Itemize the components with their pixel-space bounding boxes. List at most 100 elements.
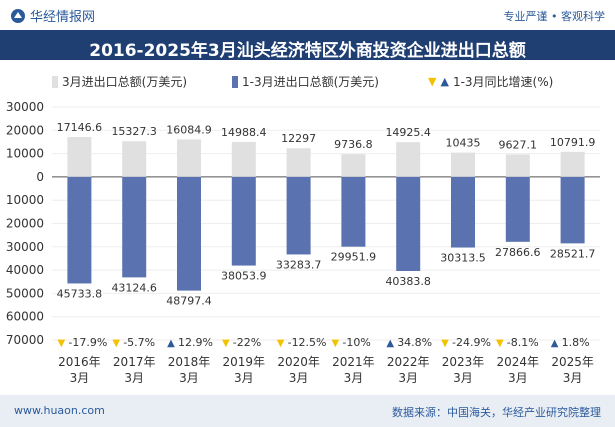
- x-tick-label: 2016年: [58, 355, 101, 369]
- bar-3m: [341, 154, 366, 177]
- value-labels: 17146.6 45733.8 15327.3 43124.6 16084.9 48797…: [57, 121, 596, 308]
- value-label-1-3m: 33283.7: [276, 258, 322, 271]
- chart-area: 30000 20000 10000 0 10000 20000 30000 40000 5000…: [6, 100, 600, 385]
- x-tick-label: 2021年: [332, 355, 375, 369]
- legend-label-3m: 3月进出口总额(万美元): [62, 75, 187, 89]
- value-label-3m: 9627.1: [499, 138, 538, 151]
- x-tick-label: 3月: [289, 371, 309, 385]
- bar-3m: [231, 141, 256, 177]
- bar-3m: [177, 139, 201, 177]
- growth-label: -10%: [342, 336, 370, 349]
- chart-title: 2016-2025年3月汕头经济特区外商投资企业进出口总额: [89, 41, 526, 61]
- x-tick-label: 3月: [508, 371, 528, 385]
- bar-3m: [67, 136, 92, 177]
- x-tick-label: 2023年: [442, 355, 485, 369]
- value-label-3m: 10791.9: [550, 136, 596, 149]
- value-label-1-3m: 43124.6: [111, 281, 157, 294]
- legend-item-3m: 3月进出口总额(万美元): [52, 73, 187, 90]
- bar-3m: [505, 154, 530, 177]
- bar-3m: [560, 151, 585, 177]
- growth-label: -8.1%: [507, 336, 539, 349]
- y-tick-label: 10000: [6, 147, 44, 161]
- value-label-1-3m: 38053.9: [221, 270, 267, 283]
- value-label-1-3m: 30313.5: [440, 252, 486, 265]
- value-label-3m: 9736.8: [334, 138, 373, 151]
- legend-label-1-3m: 1-3月进出口总额(万美元): [242, 75, 379, 89]
- legend-label-growth: 1-3月同比增速(%): [452, 75, 554, 89]
- growth-label: 1.8%: [562, 336, 590, 349]
- x-tick-label: 2019年: [223, 355, 266, 369]
- value-label-3m: 14988.4: [221, 126, 267, 139]
- y-tick-label: 70000: [6, 333, 44, 347]
- value-label-1-3m: 45733.8: [57, 287, 103, 300]
- value-label-3m: 16084.9: [166, 123, 212, 136]
- growth-label: -17.9%: [68, 336, 107, 349]
- footer-source: 数据来源：中国海关，华经产业研究院整理: [392, 406, 601, 419]
- title-bar: [0, 30, 615, 60]
- bar-1-3m: [341, 176, 366, 247]
- y-tick-label: 20000: [6, 123, 44, 137]
- x-tick-label: 2020年: [277, 355, 320, 369]
- brand-name: 华经情报网: [30, 10, 96, 25]
- down-triangle-icon: ▼: [496, 338, 504, 349]
- growth-label: 34.8%: [397, 336, 432, 349]
- bar-1-3m: [560, 176, 585, 244]
- up-triangle-icon: ▲: [167, 338, 175, 349]
- x-axis: 2016年 3月 2017年 3月 2018年 3月 2019年 3月 2020年 3月 2021年…: [58, 355, 594, 385]
- growth-label: -24.9%: [452, 336, 491, 349]
- bar-1-3m: [505, 176, 530, 242]
- y-tick-label: 0: [36, 170, 44, 184]
- bar-1-3m: [396, 176, 421, 271]
- x-tick-label: 2017年: [113, 355, 156, 369]
- x-tick-label: 3月: [124, 371, 144, 385]
- y-tick-label: 20000: [6, 217, 44, 231]
- y-tick-label: 30000: [6, 240, 44, 254]
- footer-bar: [0, 395, 615, 427]
- x-tick-label: 2018年: [168, 355, 211, 369]
- down-triangle-icon: ▼: [428, 75, 437, 88]
- x-tick-label: 3月: [234, 371, 254, 385]
- bars: [67, 136, 585, 291]
- x-tick-label: 3月: [179, 371, 199, 385]
- value-label-1-3m: 29951.9: [331, 251, 377, 264]
- y-tick-label: 60000: [6, 310, 44, 324]
- footer-website[interactable]: www.huaon.com: [14, 404, 105, 417]
- bar-1-3m: [122, 176, 147, 278]
- bar-3m: [451, 152, 475, 177]
- y-tick-label: 50000: [6, 286, 44, 300]
- value-label-1-3m: 28521.7: [550, 247, 596, 260]
- y-axis: 30000 20000 10000 0 10000 20000 30000 40000 5000…: [6, 100, 44, 347]
- x-tick-label: 3月: [70, 371, 90, 385]
- value-label-3m: 17146.6: [57, 121, 103, 134]
- bar-1-3m: [177, 176, 201, 291]
- bar-3m: [396, 142, 421, 177]
- up-triangle-icon: ▲: [551, 338, 559, 349]
- legend-item-1-3m: 1-3月进出口总额(万美元): [232, 73, 379, 90]
- value-label-3m: 12297: [281, 132, 316, 145]
- x-tick-label: 3月: [563, 371, 583, 385]
- top-bar: 华经情报网 专业严谨 • 客观科学: [0, 0, 615, 30]
- bar-3m: [286, 148, 311, 177]
- brand[interactable]: 华经情报网: [10, 6, 95, 25]
- down-triangle-icon: ▼: [277, 338, 285, 349]
- growth-label: -5.7%: [123, 336, 155, 349]
- growth-label: -22%: [233, 336, 261, 349]
- value-label-3m: 10435: [446, 137, 481, 150]
- header-tags: 专业严谨 • 客观科学: [503, 10, 605, 23]
- down-triangle-icon: ▼: [222, 338, 230, 349]
- x-tick-label: 3月: [344, 371, 364, 385]
- down-triangle-icon: ▼: [58, 338, 66, 349]
- y-tick-label: 40000: [6, 263, 44, 277]
- bar-1-3m: [231, 176, 256, 266]
- down-triangle-icon: ▼: [112, 338, 120, 349]
- value-label-3m: 15327.3: [111, 125, 157, 138]
- down-triangle-icon: ▼: [332, 338, 340, 349]
- y-tick-label: 10000: [6, 193, 44, 207]
- value-label-1-3m: 27866.6: [495, 246, 541, 259]
- bar-3m: [122, 141, 147, 177]
- x-tick-label: 2022年: [387, 355, 430, 369]
- value-label-3m: 14925.4: [385, 126, 431, 139]
- growth-label: -12.5%: [288, 336, 327, 349]
- legend-item-growth: ▼ ▲ 1-3月同比增速(%): [428, 73, 553, 90]
- down-triangle-icon: ▼: [441, 338, 449, 349]
